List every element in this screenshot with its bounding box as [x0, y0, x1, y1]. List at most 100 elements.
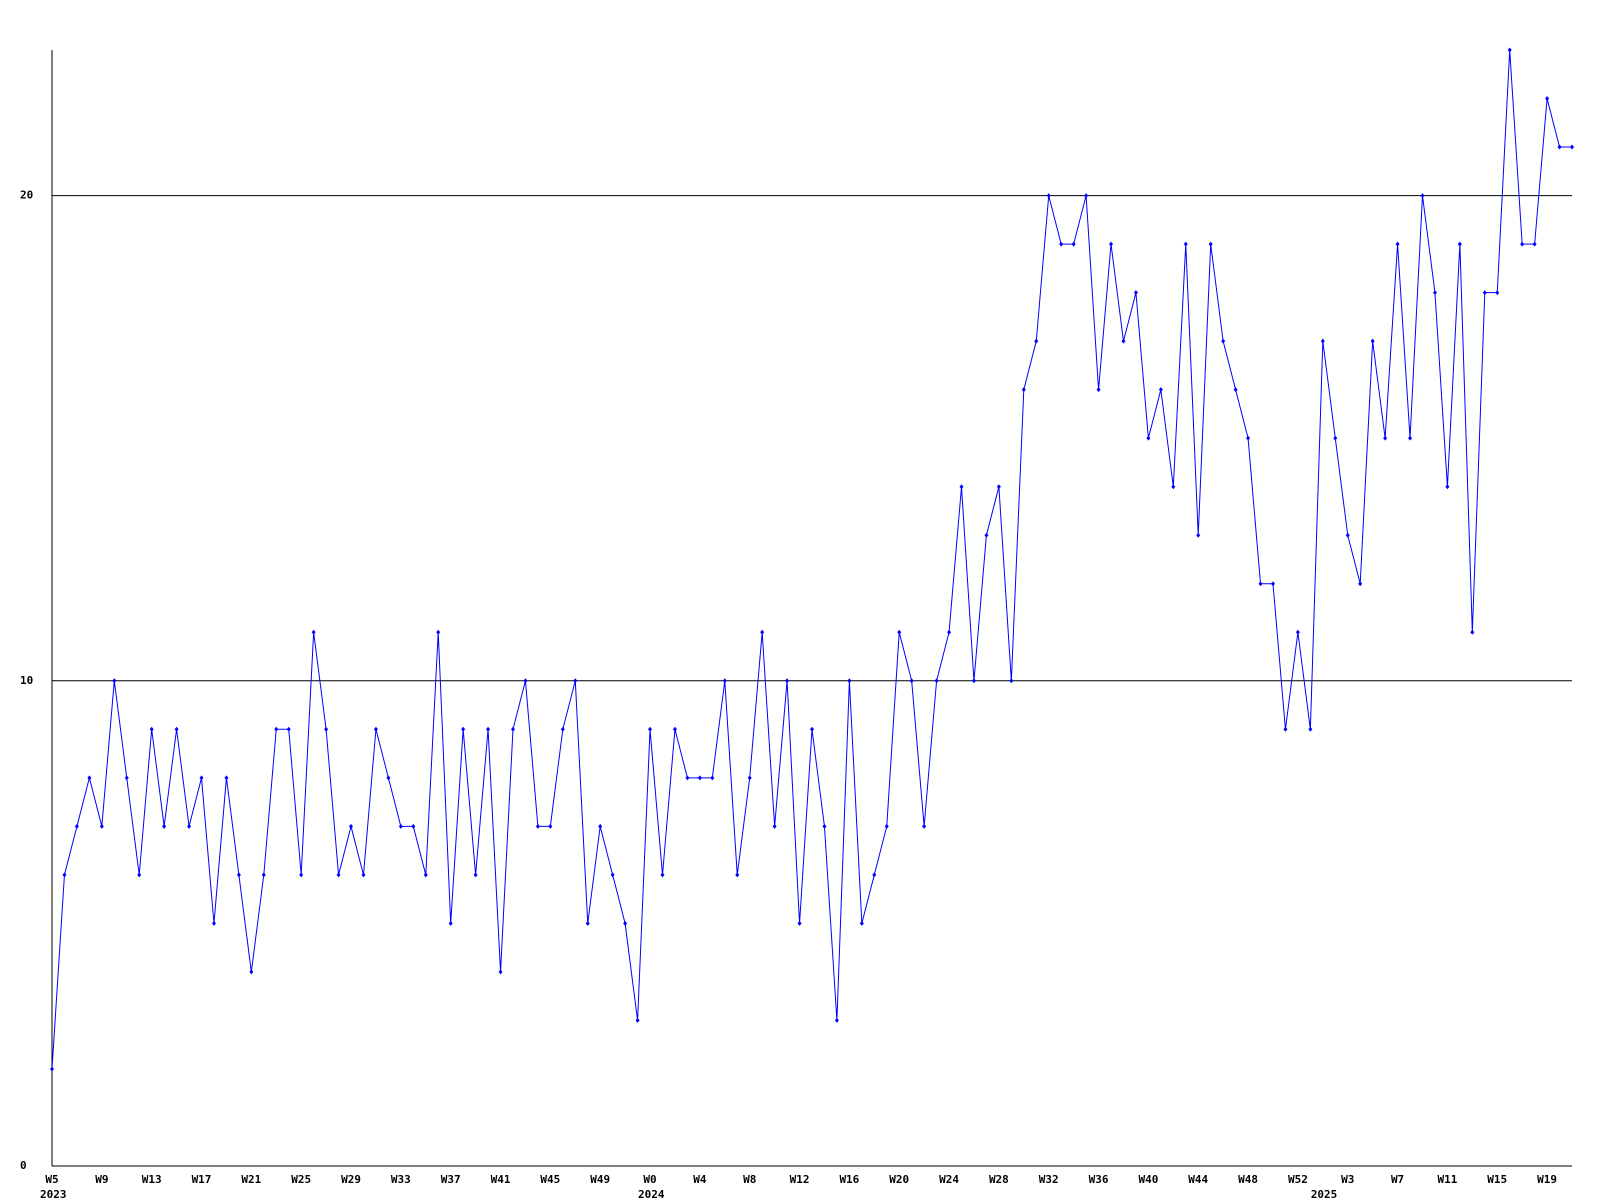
point: [411, 823, 416, 829]
point: [1096, 387, 1101, 393]
point: [685, 775, 690, 781]
point: [760, 629, 765, 635]
point: [909, 678, 914, 684]
point: [1146, 435, 1151, 441]
point: [349, 823, 354, 829]
year-label: 2023: [40, 1188, 67, 1200]
point: [137, 872, 142, 878]
point: [573, 678, 578, 684]
point: [1221, 338, 1226, 344]
x-tick-label: W48: [1238, 1173, 1258, 1186]
point: [785, 678, 790, 684]
point: [1395, 241, 1400, 247]
point: [959, 484, 964, 490]
point: [286, 726, 291, 732]
x-tick-label: W8: [743, 1173, 756, 1186]
point: [1570, 144, 1574, 150]
point: [461, 726, 466, 732]
point: [1183, 241, 1188, 247]
point: [672, 726, 677, 732]
point: [984, 532, 989, 538]
series-line: [51, 49, 1572, 1069]
point: [1109, 241, 1114, 247]
point: [423, 872, 428, 878]
x-tick-label: W40: [1138, 1173, 1158, 1186]
point: [211, 920, 216, 926]
point: [847, 678, 852, 684]
point: [473, 872, 478, 878]
point: [1059, 241, 1064, 247]
point: [747, 775, 752, 781]
x-tick-label: W36: [1089, 1173, 1109, 1186]
point: [797, 920, 802, 926]
x-tick-label: W44: [1188, 1173, 1208, 1186]
point: [1034, 338, 1039, 344]
point: [1345, 532, 1350, 538]
point: [1021, 387, 1026, 393]
x-tick-label: W12: [790, 1173, 810, 1186]
point: [99, 823, 104, 829]
point: [1532, 241, 1537, 247]
point: [162, 823, 167, 829]
x-tick-label: W49: [590, 1173, 610, 1186]
point: [1358, 581, 1363, 587]
point: [74, 823, 79, 829]
point: [124, 775, 129, 781]
point: [535, 823, 540, 829]
x-tick-label: W9: [95, 1173, 108, 1186]
x-tick-label: W3: [1341, 1173, 1354, 1186]
x-tick-label: W32: [1039, 1173, 1059, 1186]
x-tick-label: W15: [1487, 1173, 1507, 1186]
x-tick-label: W41: [491, 1173, 511, 1186]
x-tick-label: W24: [939, 1173, 959, 1186]
x-tick-label: W13: [142, 1173, 162, 1186]
x-tick-label: W17: [192, 1173, 212, 1186]
point: [1320, 338, 1325, 344]
point: [548, 823, 553, 829]
point: [274, 726, 279, 732]
x-tick-label: W29: [341, 1173, 361, 1186]
point: [872, 872, 877, 878]
point: [1507, 47, 1512, 53]
point: [361, 872, 366, 878]
point: [50, 1066, 54, 1072]
point: [373, 726, 378, 732]
point: [62, 872, 67, 878]
x-tick-label: W25: [291, 1173, 311, 1186]
x-tick-label: W19: [1537, 1173, 1557, 1186]
x-tick-label: W33: [391, 1173, 411, 1186]
point: [1420, 193, 1425, 199]
point: [1295, 629, 1300, 635]
point: [722, 678, 727, 684]
point: [1071, 241, 1076, 247]
point: [1432, 290, 1437, 296]
point: [236, 872, 241, 878]
point: [174, 726, 179, 732]
point: [523, 678, 528, 684]
point: [87, 775, 92, 781]
point: [922, 823, 927, 829]
point: [1557, 144, 1562, 150]
x-tick-label: W7: [1391, 1173, 1404, 1186]
x-tick-label: W0: [643, 1173, 656, 1186]
point: [1133, 290, 1138, 296]
point: [510, 726, 515, 732]
point: [598, 823, 603, 829]
point: [1370, 338, 1375, 344]
point: [299, 872, 304, 878]
point: [448, 920, 453, 926]
point: [1158, 387, 1163, 393]
point: [648, 726, 653, 732]
point: [635, 1017, 640, 1023]
point: [971, 678, 976, 684]
point: [1470, 629, 1475, 635]
point: [660, 872, 665, 878]
point: [697, 775, 702, 781]
point: [623, 920, 628, 926]
point: [1208, 241, 1213, 247]
year-label: 2025: [1311, 1188, 1338, 1200]
point: [1495, 290, 1500, 296]
point: [1482, 290, 1487, 296]
point: [1283, 726, 1288, 732]
